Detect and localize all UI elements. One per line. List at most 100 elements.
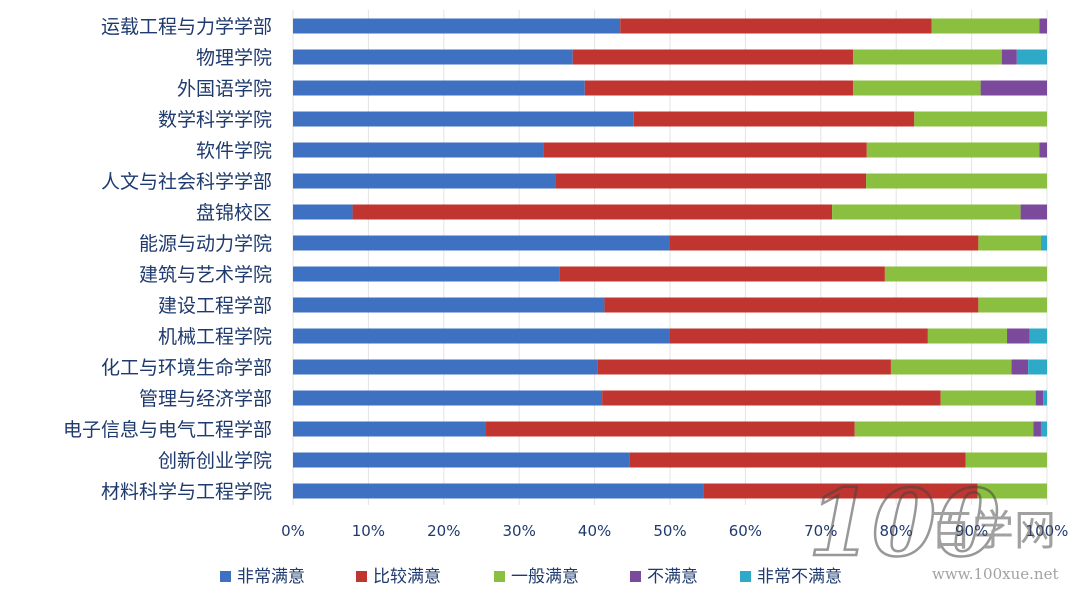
x-tick-labels: 0% 10% 20% 30% 40% 50% 60% 70% 80% 90% 100%	[281, 522, 1068, 540]
x-tick-label: 80%	[880, 522, 913, 540]
watermark-logo-text: 百学网	[930, 506, 1056, 555]
x-tick-label: 40%	[578, 522, 611, 540]
category-label: 外国语学院	[177, 78, 272, 100]
bar-segment	[352, 204, 833, 220]
bar-segment	[293, 483, 704, 499]
bar-segment	[293, 297, 605, 313]
bar-segment	[927, 328, 1008, 344]
legend: 非常满意 比较满意 一般满意 不满意 非常不满意	[220, 567, 842, 587]
bar-segment	[293, 18, 621, 34]
bar-segment	[293, 266, 560, 282]
watermark-logo-number: 100	[808, 469, 1000, 577]
bar-segment	[293, 142, 544, 158]
bar-segment	[890, 359, 1012, 375]
bar-segment	[866, 173, 1047, 189]
bar-segment	[1011, 359, 1029, 375]
category-label: 管理与经济学部	[139, 388, 272, 410]
category-label: 物理学院	[196, 47, 272, 69]
bar-segment	[670, 328, 928, 344]
category-label: 建筑与艺术学院	[139, 264, 272, 286]
bar-segment	[853, 49, 1002, 65]
legend-label: 一般满意	[511, 567, 579, 587]
bar-segment	[980, 80, 1047, 96]
legend-swatch	[494, 571, 505, 582]
legend-swatch	[356, 571, 367, 582]
legend-swatch	[740, 571, 751, 582]
x-tick-label: 70%	[804, 522, 837, 540]
x-tick-label: 10%	[352, 522, 385, 540]
bar-segment	[486, 421, 855, 437]
bar-segment	[977, 483, 1047, 499]
legend-label: 不满意	[647, 567, 698, 587]
bar-segment	[584, 80, 854, 96]
bar-segment	[1043, 390, 1047, 406]
bar-segment	[572, 49, 854, 65]
legend-label: 非常满意	[237, 567, 305, 587]
x-tick-label: 100%	[1026, 522, 1069, 540]
bar-segment	[884, 266, 1047, 282]
legend-label: 比较满意	[373, 567, 441, 587]
bar-segment	[1040, 421, 1047, 437]
x-tick-label: 0%	[281, 522, 305, 540]
bar-segment	[620, 18, 932, 34]
bar-segment	[293, 235, 670, 251]
bar-segment	[293, 452, 630, 468]
bar-segment	[293, 328, 670, 344]
x-tick-label: 60%	[729, 522, 762, 540]
x-tick-label: 50%	[653, 522, 686, 540]
bar-segment	[293, 111, 634, 127]
bar-segment	[978, 297, 1047, 313]
category-label: 人文与社会科学学部	[101, 171, 272, 193]
bar-segment	[978, 235, 1041, 251]
bar-segment	[293, 421, 487, 437]
bars	[293, 18, 1047, 499]
category-label: 创新创业学院	[158, 450, 272, 472]
bar-segment	[1001, 49, 1017, 65]
bar-segment	[559, 266, 885, 282]
bar-segment	[1040, 235, 1047, 251]
bar-segment	[931, 18, 1040, 34]
category-labels: 运载工程与力学学部物理学院外国语学院数学科学学院软件学院人文与社会科学学部盘锦校…	[63, 16, 272, 503]
category-label: 建设工程学部	[158, 295, 272, 317]
x-tick-label: 90%	[955, 522, 988, 540]
bar-segment	[854, 421, 1034, 437]
bar-segment	[555, 173, 867, 189]
bar-segment	[293, 390, 603, 406]
bar-segment	[1039, 18, 1047, 34]
bar-segment	[293, 173, 556, 189]
bar-segment	[597, 359, 891, 375]
watermark-url: www.100xue.net	[932, 565, 1058, 583]
bar-segment	[703, 483, 978, 499]
category-label: 数学科学学院	[158, 109, 272, 131]
bar-segment	[914, 111, 1047, 127]
bar-segment	[965, 452, 1047, 468]
category-label: 电子信息与电气工程学部	[63, 419, 272, 441]
bar-segment	[1029, 328, 1047, 344]
bar-segment	[602, 390, 941, 406]
x-tick-label: 30%	[503, 522, 536, 540]
bar-segment	[1028, 359, 1047, 375]
bar-segment	[670, 235, 979, 251]
bar-segment	[832, 204, 1021, 220]
bar-segment	[629, 452, 966, 468]
category-label: 运载工程与力学学部	[101, 16, 272, 38]
bar-segment	[1039, 142, 1047, 158]
category-label: 化工与环境生命学部	[101, 357, 272, 379]
bar-segment	[543, 142, 867, 158]
bar-segment	[633, 111, 915, 127]
bar-segment	[293, 80, 585, 96]
bar-segment	[1035, 390, 1044, 406]
watermark: 100 百学网 www.100xue.net	[807, 468, 1059, 583]
category-label: 软件学院	[196, 140, 272, 162]
legend-swatch	[630, 571, 641, 582]
bar-segment	[604, 297, 979, 313]
legend-label: 非常不满意	[757, 567, 842, 587]
bar-segment	[853, 80, 981, 96]
bar-segment	[1007, 328, 1030, 344]
category-label: 盘锦校区	[196, 202, 272, 224]
bar-segment	[1020, 204, 1047, 220]
bar-segment	[940, 390, 1036, 406]
bar-segment	[1033, 421, 1041, 437]
category-label: 机械工程学院	[158, 326, 272, 348]
